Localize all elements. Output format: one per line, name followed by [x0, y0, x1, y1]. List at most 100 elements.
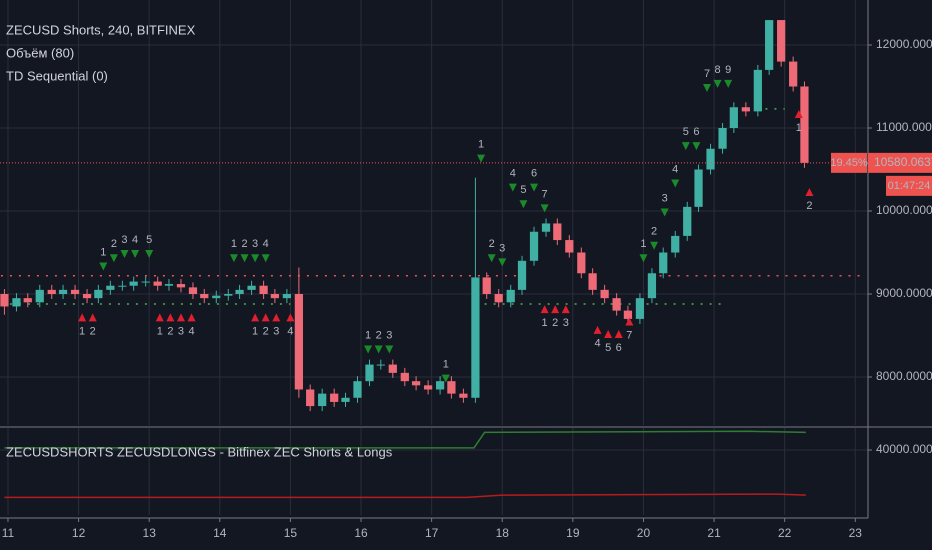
- td-label: 1: [157, 325, 163, 337]
- td-label: 6: [531, 168, 537, 180]
- x-tick-label: 18: [496, 526, 510, 540]
- candle-body: [23, 298, 32, 303]
- td-label: 2: [376, 329, 382, 341]
- candle-body: [376, 364, 385, 366]
- candle-body: [553, 223, 562, 241]
- td-arrow: [805, 188, 814, 197]
- x-tick-label: 22: [778, 526, 792, 540]
- candle-body: [718, 127, 727, 149]
- td-label: 3: [252, 238, 258, 250]
- candle-body: [58, 289, 68, 295]
- candle-body: [341, 397, 350, 402]
- x-tick-label: 12: [72, 526, 86, 540]
- td-arrow: [671, 179, 680, 188]
- td-arrow: [120, 250, 129, 259]
- candle-body: [294, 294, 304, 390]
- last-price-label: 10580.0637: [874, 155, 932, 169]
- candle-body: [471, 277, 480, 398]
- countdown-box: [886, 175, 932, 196]
- td-label: 3: [273, 325, 279, 337]
- last-price-box: [868, 152, 932, 173]
- td-label: 8: [715, 64, 721, 76]
- td-arrow: [261, 254, 270, 263]
- candle-body: [12, 298, 21, 307]
- candle-body: [517, 260, 527, 290]
- y-tick-label: 9000.0000: [876, 286, 932, 300]
- td-label: 6: [693, 126, 699, 138]
- td-label: 1: [100, 246, 106, 258]
- td-arrow: [261, 313, 270, 322]
- candle-body: [494, 294, 503, 303]
- td-arrow: [78, 313, 87, 322]
- candle-body: [577, 252, 586, 274]
- td-arrow: [272, 313, 281, 322]
- td-arrow: [530, 183, 539, 192]
- candle-body: [270, 294, 280, 299]
- td-arrow: [639, 254, 648, 263]
- candle-body: [247, 285, 256, 290]
- td-arrow: [508, 183, 517, 192]
- countdown-label: 01:47:24: [888, 180, 931, 192]
- candle-body: [741, 107, 750, 112]
- td-label: 3: [386, 329, 392, 341]
- td-arrow: [681, 142, 690, 151]
- candle-body: [318, 393, 327, 407]
- td-label: 1: [443, 358, 449, 370]
- candle-body: [623, 310, 633, 319]
- td-label: 3: [563, 317, 569, 329]
- candle-body: [118, 285, 127, 287]
- candle-body: [777, 20, 786, 62]
- td-arrow: [540, 305, 549, 314]
- td-label: 7: [542, 188, 548, 200]
- td-label: 1: [542, 317, 548, 329]
- change-label: 19.45%: [830, 157, 868, 169]
- td-label: 5: [520, 184, 526, 196]
- td-arrow: [551, 305, 560, 314]
- td-arrow: [487, 254, 496, 263]
- td-label: 1: [79, 325, 85, 337]
- candle-body: [330, 393, 339, 402]
- td-arrow: [604, 329, 613, 338]
- td-label: 4: [510, 168, 516, 180]
- td-arrow: [794, 109, 803, 118]
- candle-body: [447, 381, 456, 394]
- td-label: 3: [662, 192, 668, 204]
- td-arrow: [561, 305, 570, 314]
- td-arrow: [229, 254, 238, 263]
- lower-line: [4, 493, 806, 499]
- td-arrow: [109, 254, 118, 263]
- candle-body: [459, 393, 468, 398]
- lower-line: [4, 430, 806, 449]
- td-arrow: [385, 345, 394, 354]
- td-label: 5: [683, 126, 689, 138]
- candle-body: [129, 281, 138, 286]
- candle-body: [70, 289, 80, 295]
- td-label: 3: [178, 325, 184, 337]
- x-tick-label: 20: [637, 526, 651, 540]
- td-arrow: [614, 329, 623, 338]
- td-arrow: [145, 250, 154, 259]
- candle-body: [647, 273, 657, 299]
- candle-body: [565, 240, 574, 253]
- candle-body: [365, 364, 374, 382]
- td-arrow: [88, 313, 97, 322]
- candle-body: [235, 289, 244, 295]
- candle-body: [671, 235, 680, 253]
- td-label: 2: [241, 238, 247, 250]
- td-label: 4: [263, 238, 269, 250]
- td-label: 3: [499, 242, 505, 254]
- td-arrow: [703, 84, 712, 93]
- td-label: 5: [605, 342, 611, 354]
- td-label: 2: [806, 200, 812, 212]
- td-arrow: [187, 313, 196, 322]
- td-label: 1: [640, 238, 646, 250]
- x-tick-label: 21: [707, 526, 721, 540]
- indicator-label: Объём (80): [6, 45, 74, 60]
- td-arrow: [176, 313, 185, 322]
- candle-body: [176, 284, 186, 288]
- td-arrow: [593, 325, 602, 334]
- td-label: 4: [287, 325, 293, 337]
- td-label: 2: [552, 317, 558, 329]
- td-label: 3: [121, 234, 127, 246]
- td-label: 1: [365, 329, 371, 341]
